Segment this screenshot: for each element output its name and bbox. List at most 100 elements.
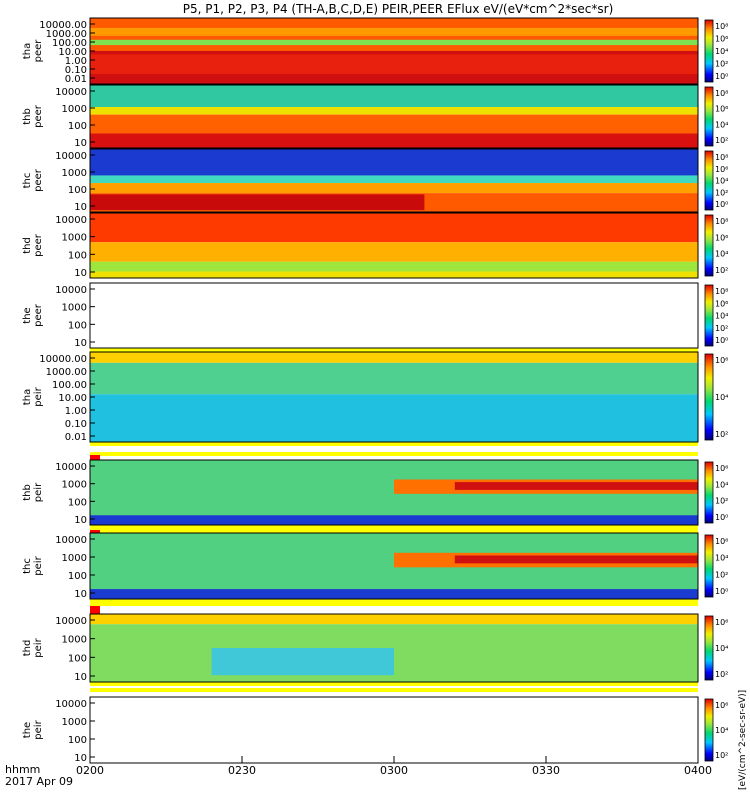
separator-stripe <box>90 682 698 686</box>
colorbar-tick-label: 10⁴ <box>715 312 728 321</box>
panel-y-label: thapeir <box>22 386 44 406</box>
colorbar-tick-label: 10² <box>715 430 728 439</box>
quality-flag-mark <box>90 606 100 614</box>
colorbar-tick-label: 10⁴ <box>715 177 728 186</box>
y-tick-label: 1000.00 <box>46 367 87 378</box>
colorbar-tick-label: 10⁶ <box>715 105 728 114</box>
panel-frame <box>89 459 699 526</box>
y-tick-label: 10 <box>74 753 87 764</box>
colorbar-tick-label: 10⁶ <box>715 233 728 242</box>
colorbar-label: [eV/(cm^2-sec-sr-eV)] <box>738 690 748 790</box>
colorbar-tick-label: 10² <box>715 497 728 506</box>
y-tick-label: 10000.00 <box>39 354 87 365</box>
y-tick-label: 10000 <box>55 285 87 296</box>
y-tick-label: 0.01 <box>65 432 87 443</box>
colorbar-tick-label: 10⁴ <box>715 120 728 129</box>
y-tick-label: 100 <box>68 497 87 508</box>
spectrogram-band <box>90 362 698 395</box>
colorbar-tick-label: 10⁴ <box>715 726 728 735</box>
colorbar-tick-label: 10² <box>715 324 728 333</box>
panel-y-label: thepeir <box>22 719 44 739</box>
y-tick-label: 1000 <box>62 303 87 314</box>
y-tick-label: 1.00 <box>65 56 87 67</box>
panel-y-label: thbpeer <box>22 104 44 128</box>
spectrogram-band <box>90 213 698 243</box>
x-tick-label: 0200 <box>76 764 104 777</box>
colorbar-tick-label: 10⁸ <box>715 89 728 98</box>
y-tick-label: 1000 <box>62 104 87 115</box>
panel-frame <box>89 613 699 683</box>
panel-y-label: thdpeer <box>22 233 44 257</box>
spectrogram-band <box>90 149 698 176</box>
date-label: 2017 Apr 09 <box>5 775 73 788</box>
spectrogram-band <box>454 555 698 564</box>
y-tick-label: 10 <box>74 338 87 349</box>
y-tick-label: 10 <box>74 515 87 526</box>
y-tick-label: 1000 <box>62 233 87 244</box>
chart-title: P5, P1, P2, P3, P4 (TH-A,B,C,D,E) PEIR,P… <box>183 2 614 16</box>
colorbar-tick-label: 10⁰ <box>715 200 728 209</box>
colorbar <box>704 353 714 441</box>
y-tick-label: 1000 <box>62 635 87 646</box>
spectrogram-band <box>90 242 698 262</box>
colorbar-tick-label: 10² <box>715 266 728 275</box>
colorbar <box>704 284 714 347</box>
y-tick-label: 10000 <box>55 215 87 226</box>
colorbar-tick-label: 10⁶ <box>715 701 728 710</box>
colorbar-tick-label: 10⁶ <box>715 35 728 44</box>
colorbar-tick-label: 10⁶ <box>715 537 728 546</box>
colorbar-tick-label: 10⁰ <box>715 587 728 596</box>
separator-stripe <box>90 348 698 352</box>
y-tick-label: 10.00 <box>58 393 87 404</box>
colorbar-tick-label: 10⁸ <box>715 153 728 162</box>
y-tick-label: 100 <box>68 185 87 196</box>
colorbar-tick-label: 10⁴ <box>715 47 728 56</box>
colorbar <box>704 214 714 277</box>
y-tick-label: 1.00 <box>65 406 87 417</box>
spectrogram-band <box>90 194 425 211</box>
x-axis-label: hhmm <box>5 763 40 776</box>
colorbar-tick-label: 10⁴ <box>715 250 728 259</box>
y-tick-label: 10 <box>74 672 87 683</box>
y-tick-label: 100 <box>68 735 87 746</box>
x-tick-label: 0400 <box>684 764 712 777</box>
colorbar-tick-label: 10⁶ <box>715 299 728 308</box>
panel-y-label: thcpeer <box>22 168 44 192</box>
spectrogram-band <box>90 183 698 194</box>
colorbar <box>704 615 714 681</box>
spectrogram-band <box>90 271 698 278</box>
colorbar-tick-label: 10⁴ <box>715 393 728 402</box>
spectrogram-band <box>90 27 698 36</box>
colorbar-tick-label: 10² <box>715 60 728 69</box>
separator-stripe <box>90 442 698 446</box>
x-tick-labels: 0200 0230 0300 0330 0400 <box>76 756 712 777</box>
spectrogram-band <box>90 261 698 272</box>
spectrogram-band <box>90 39 698 46</box>
x-tick-label: 0300 <box>380 764 408 777</box>
separator-stripe <box>90 452 698 456</box>
colorbar <box>704 698 714 762</box>
colorbar <box>704 86 714 147</box>
colorbar-tick-label: 10⁶ <box>715 165 728 174</box>
y-tick-label: 100.00 <box>52 380 87 391</box>
colorbar-tick-label: 10⁴ <box>715 554 728 563</box>
y-tick-label: 100 <box>68 121 87 132</box>
y-tick-label: 1000 <box>62 168 87 179</box>
spectrogram-band <box>90 515 698 525</box>
panel-frame <box>89 282 699 349</box>
y-tick-label: 10 <box>74 589 87 600</box>
panel-y-label: thcpeir <box>22 555 44 575</box>
colorbar-tick-label: 10² <box>715 570 728 579</box>
colorbar-tick-label: 10⁸ <box>715 217 728 226</box>
colorbar-tick-label: 10⁸ <box>715 287 728 296</box>
colorbar <box>704 150 714 211</box>
y-tick-label: 10000 <box>55 87 87 98</box>
spectrogram-band <box>211 648 394 676</box>
y-tick-label: 1000 <box>62 717 87 728</box>
y-tick-label: 1000 <box>62 480 87 491</box>
spectrogram-band <box>90 394 698 442</box>
panel-y-label: thdpeir <box>22 637 44 657</box>
y-tick-label: 10000 <box>55 462 87 473</box>
y-tick-label: 0.10 <box>65 65 87 76</box>
